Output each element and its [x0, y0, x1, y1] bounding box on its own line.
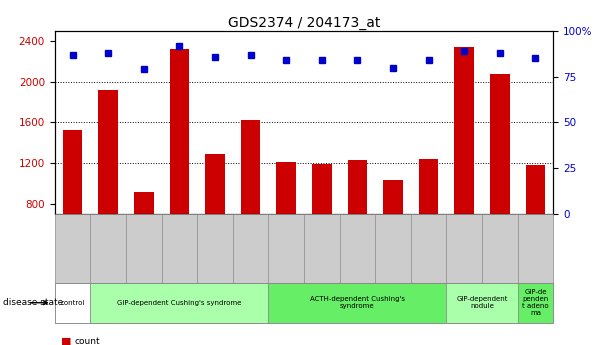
Bar: [205, 154, 225, 285]
Bar: [277, 162, 296, 285]
Bar: [419, 159, 438, 285]
Bar: [312, 164, 331, 285]
Bar: [490, 74, 510, 285]
Text: GIP-dependent Cushing's syndrome: GIP-dependent Cushing's syndrome: [117, 300, 241, 306]
Bar: [134, 191, 154, 285]
Bar: [241, 120, 260, 285]
Text: GIP-dependent
nodule: GIP-dependent nodule: [457, 296, 508, 309]
Text: ■: ■: [61, 337, 71, 345]
Bar: [170, 49, 189, 285]
Text: GIP-de
penden
t adeno
ma: GIP-de penden t adeno ma: [522, 289, 549, 316]
Bar: [383, 180, 403, 285]
Bar: [348, 160, 367, 285]
Title: GDS2374 / 204173_at: GDS2374 / 204173_at: [228, 16, 380, 30]
Bar: [63, 130, 82, 285]
Text: count: count: [74, 337, 100, 345]
Bar: [526, 165, 545, 285]
Bar: [454, 47, 474, 285]
Text: disease state: disease state: [3, 298, 63, 307]
Text: control: control: [60, 300, 85, 306]
Bar: [98, 90, 118, 285]
Text: ACTH-dependent Cushing's
syndrome: ACTH-dependent Cushing's syndrome: [310, 296, 405, 309]
